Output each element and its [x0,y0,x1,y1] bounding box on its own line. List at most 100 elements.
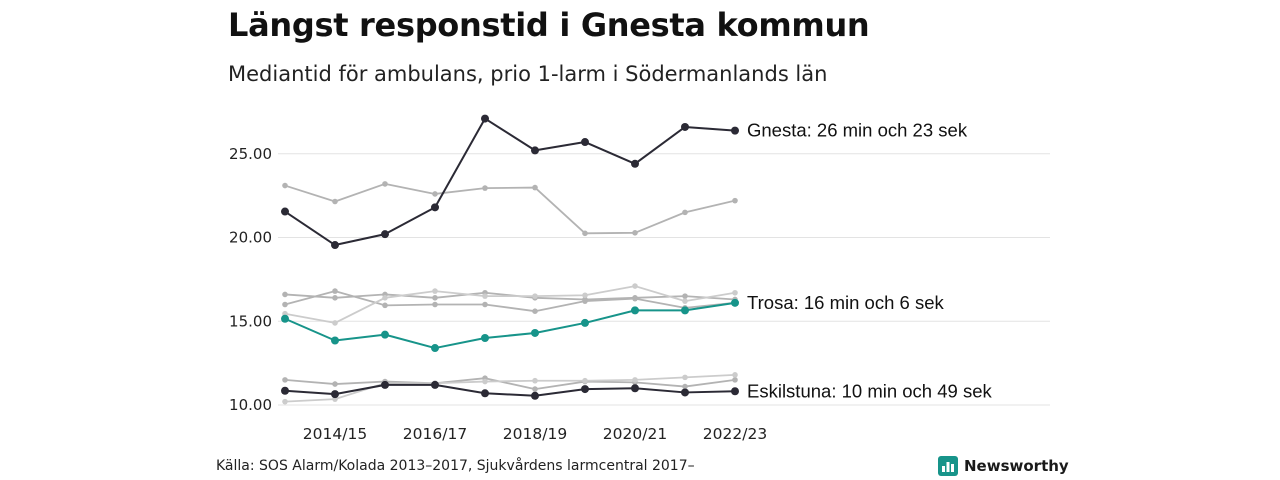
series-point [582,298,588,304]
chart-subtitle: Mediantid för ambulans, prio 1-larm i Sö… [228,62,828,86]
eskilstuna-point [331,390,339,399]
series-line-other [284,373,736,403]
bar-chart-badge-icon [938,456,958,476]
series-point [632,230,638,236]
series-point [282,182,288,189]
eskilstuna-point [281,386,289,395]
y-tick-label: 10.00 [229,396,272,414]
x-tick-label: 2014/15 [303,425,367,443]
chart-title: Längst responstid i Gnesta kommun [228,6,870,44]
trosa-point [281,314,289,323]
brand-name: Newsworthy [964,457,1069,475]
eskilstuna-point [381,380,389,389]
x-tick-label: 2016/17 [403,425,467,443]
series-line-other [284,285,736,324]
x-tick-label: 2018/19 [503,425,567,443]
series-point [532,377,538,384]
gnesta-point [731,126,739,135]
series-point [332,320,338,326]
y-tick-label: 25.00 [229,145,272,163]
series-point [582,292,588,299]
y-axis: 25.00 20.00 15.00 10.00 [229,145,272,414]
trosa-point [481,334,489,342]
series-point [332,295,338,301]
series-point [482,185,488,191]
series-point [332,288,338,294]
eskilstuna-point [431,380,439,389]
series-point [282,398,288,405]
gnesta-point [681,122,689,131]
series-lines [281,114,739,405]
series-point [582,230,588,237]
series-point [732,377,738,383]
series-point [282,301,288,308]
eskilstuna-point [681,388,689,397]
series-point [432,301,438,308]
y-tick-label: 15.00 [229,312,272,330]
series-point [632,377,638,383]
series-point [532,386,538,392]
trosa-point [431,344,439,353]
trosa-point [531,328,539,337]
gnesta-point [631,159,639,168]
series-point [282,377,288,383]
series-point [632,295,638,302]
series-point [732,289,738,296]
eskilstuna-point [731,387,739,396]
trosa-point [381,330,389,339]
series-point [532,308,538,315]
gnesta-point [381,230,389,239]
series-point [332,381,338,387]
series-point [382,302,388,309]
trosa-point [681,306,689,315]
series-point [732,372,738,378]
end-label-eskilstuna: Eskilstuna: 10 min och 49 sek [747,380,992,401]
series-line-trosa [284,301,736,350]
gnesta-point [481,114,489,123]
series-line-other [284,290,736,313]
eskilstuna-point [481,389,489,398]
series-point [582,377,588,384]
brand-logo: Newsworthy [938,456,1069,476]
gnesta-point [581,138,589,147]
series-point [432,288,438,294]
series-line-other [284,377,736,390]
gridlines [278,153,1050,406]
series-point [682,383,688,390]
series-point [632,283,638,289]
gnesta-point [281,207,289,216]
series-point [382,295,388,301]
x-axis: 2014/15 2016/17 2018/19 2020/21 2022/23 [303,425,767,443]
series-point [282,291,288,298]
end-label-trosa: Trosa: 16 min och 6 sek [747,292,944,313]
eskilstuna-point [581,385,589,394]
series-line-eskilstuna [284,383,736,397]
trosa-point [631,306,639,315]
gnesta-point [331,241,339,250]
x-tick-label: 2020/21 [603,425,667,443]
y-tick-label: 20.00 [229,229,272,247]
series-point [732,197,738,204]
trosa-point [581,318,589,327]
series-point [432,191,438,197]
x-tick-label: 2022/23 [703,425,767,443]
series-point [682,374,688,381]
series-line-other [284,182,736,235]
series-point [682,293,688,299]
gnesta-point [431,203,439,212]
gnesta-point [531,146,539,155]
series-point [482,293,488,299]
trosa-point [331,336,339,345]
line-chart: 25.00 20.00 15.00 10.00 2014/15 2016/17 2018/… [229,114,1050,443]
source-note: Källa: SOS Alarm/Kolada 2013–2017, Sjukv… [216,458,695,474]
series-point [682,209,688,216]
series-point [532,184,538,191]
series-point [482,378,488,385]
series-point [332,198,338,205]
series-line-gnesta [284,117,736,247]
series-point [682,298,688,304]
series-point [382,181,388,187]
trosa-point [731,298,739,307]
end-label-gnesta: Gnesta: 26 min och 23 sek [747,120,968,141]
series-point [532,293,538,299]
